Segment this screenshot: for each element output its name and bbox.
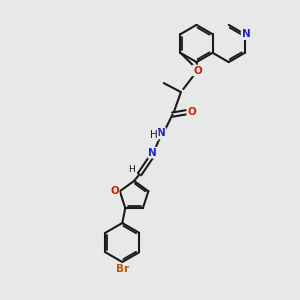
Text: H: H [150, 130, 158, 140]
Text: N: N [157, 128, 166, 138]
Text: N: N [148, 148, 157, 158]
Text: N: N [242, 29, 250, 39]
Text: O: O [193, 65, 202, 76]
Text: Br: Br [116, 264, 129, 274]
Text: O: O [110, 186, 119, 196]
Text: H: H [128, 165, 134, 174]
Text: O: O [187, 107, 196, 117]
